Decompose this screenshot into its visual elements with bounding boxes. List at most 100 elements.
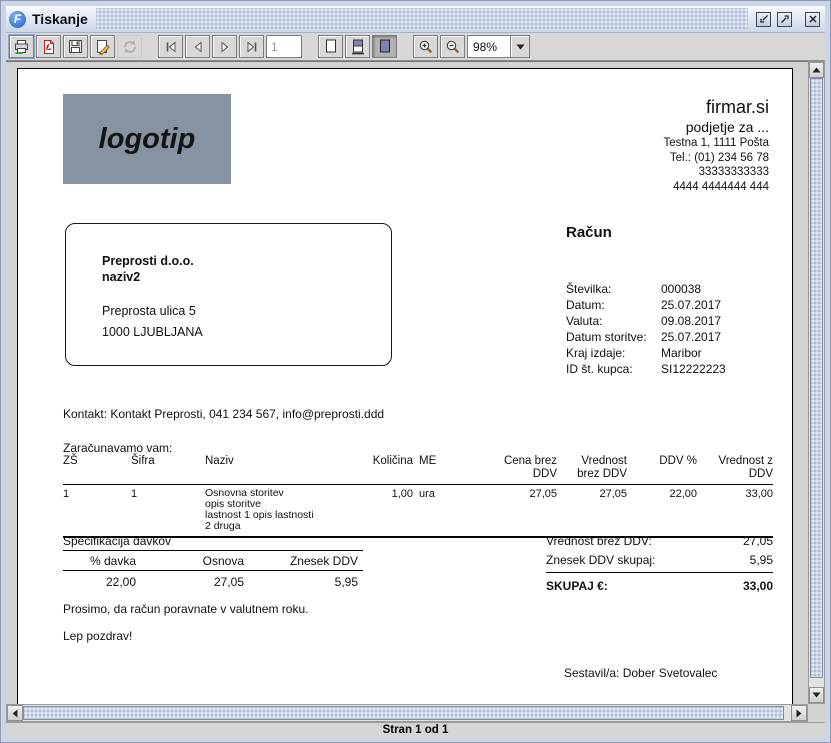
- next-page-icon: [221, 40, 228, 53]
- zoom-level-combo[interactable]: 98%: [467, 35, 530, 58]
- total-value: 5,95: [749, 553, 773, 567]
- meta-label: Kraj izdaje:: [566, 346, 626, 360]
- refresh-icon: [123, 40, 136, 53]
- col-header: Količina: [372, 455, 413, 467]
- titlebar-texture: [95, 8, 748, 30]
- first-page-button[interactable]: [158, 35, 183, 58]
- grand-total-value: 33,00: [742, 579, 773, 593]
- document-title: Račun: [566, 224, 612, 241]
- save-button[interactable]: [63, 35, 88, 58]
- window-title: Tiskanje: [32, 11, 88, 27]
- previous-page-icon: [194, 40, 201, 53]
- titlebar[interactable]: F Tiskanje: [6, 6, 825, 32]
- scroll-up-button[interactable]: [809, 62, 824, 78]
- greeting-note: Lep pozdrav!: [63, 629, 133, 643]
- minimize-button[interactable]: [756, 11, 771, 27]
- next-page-button[interactable]: [212, 35, 237, 58]
- page-width-view-icon: [351, 39, 364, 55]
- zoom-out-button[interactable]: [440, 35, 465, 58]
- invoice-page: logotip firmar.si podjetje za ... Testna…: [17, 68, 793, 704]
- refresh-button: [117, 35, 142, 58]
- cell-kolicina: 1,00: [391, 488, 413, 500]
- page-width-view-button[interactable]: [345, 35, 370, 58]
- cell-me: ura: [419, 488, 435, 500]
- composer-line: Sestavil/a: Dober Svetovalec: [564, 666, 718, 680]
- printer-icon: [15, 39, 28, 54]
- first-page-icon: [166, 40, 175, 53]
- arrow-right-icon: [796, 709, 802, 717]
- dropdown-arrow-icon: [516, 44, 524, 49]
- col-header: DDV %: [659, 455, 697, 467]
- col-header: Vrednost z DDV: [718, 455, 773, 480]
- totals-block: Vrednost brez DDV: 27,05 Znesek DDV skup…: [546, 531, 773, 595]
- total-label: Vrednost brez DDV:: [546, 534, 652, 548]
- export-pdf-icon: [43, 39, 54, 54]
- col-header: Cena brez DDV: [503, 455, 557, 480]
- recipient-name: Preprosti d.o.o.: [102, 254, 194, 268]
- scroll-left-button[interactable]: [7, 705, 23, 721]
- col-header: Znesek DDV: [289, 554, 358, 568]
- close-button[interactable]: [805, 11, 820, 27]
- zoom-in-button[interactable]: [413, 35, 438, 58]
- edit-report-button[interactable]: [90, 35, 115, 58]
- edit-report-icon: [96, 39, 110, 55]
- close-icon: [808, 15, 817, 23]
- blank-page-view-button[interactable]: [318, 35, 343, 58]
- last-page-icon: [247, 40, 256, 53]
- cell-cena-brez-ddv: 27,05: [529, 488, 557, 500]
- tax-specification-row: 22,00 27,05 5,95: [63, 571, 363, 589]
- cell-ddv-odstotek: 22,00: [669, 488, 697, 500]
- page-number-input[interactable]: [266, 35, 302, 58]
- meta-value: Maribor: [661, 346, 702, 360]
- horizontal-scrollbar[interactable]: [6, 704, 808, 722]
- scroll-down-button[interactable]: [809, 687, 824, 703]
- status-bar: Stran 1 od 1: [6, 722, 825, 737]
- contact-line: Kontakt: Kontakt Preprosti, 041 234 567,…: [63, 407, 385, 421]
- blank-page-view-icon: [325, 39, 336, 53]
- print-button[interactable]: [9, 35, 34, 58]
- last-page-button[interactable]: [239, 35, 264, 58]
- previous-page-button[interactable]: [185, 35, 210, 58]
- horizontal-scroll-thumb[interactable]: [23, 706, 784, 720]
- zoom-out-icon: [446, 40, 459, 53]
- cell-zs: 1: [63, 488, 70, 500]
- maximize-button[interactable]: [777, 11, 792, 27]
- payment-note: Prosimo, da račun poravnate v valutnem r…: [63, 602, 309, 616]
- cell-osnova: 27,05: [213, 575, 244, 589]
- vertical-scrollbar[interactable]: [808, 61, 825, 704]
- save-icon: [69, 40, 82, 53]
- meta-label: Številka:: [566, 282, 612, 296]
- arrow-left-icon: [12, 709, 18, 717]
- tax-specification: Specifikacija davkov % davka Osnova Znes…: [63, 534, 363, 589]
- intro-line: Zaračunavamo vam:: [63, 441, 173, 455]
- zoom-dropdown-button[interactable]: [511, 35, 530, 58]
- issuer-name: firmar.si: [706, 97, 769, 117]
- meta-label: Datum storitve:: [566, 330, 647, 344]
- vertical-scroll-thumb[interactable]: [810, 78, 823, 678]
- export-pdf-button[interactable]: [36, 35, 61, 58]
- total-row: Vrednost brez DDV: 27,05: [546, 531, 773, 550]
- items-table: ZŠ Šifra Naziv Količina ME Cena brez DDV…: [63, 455, 773, 538]
- issuer-line6: 4444 4444444 444: [673, 180, 769, 193]
- app-icon: F: [9, 10, 26, 28]
- items-table-row: 1 1 Osnovna storitev opis storitve lastn…: [63, 485, 773, 538]
- meta-value: 09.08.2017: [661, 314, 722, 328]
- cell-naziv: Osnovna storitev opis storitve lastnost …: [205, 487, 314, 532]
- whole-page-view-button[interactable]: [372, 35, 397, 58]
- recipient-name2: naziv2: [102, 270, 141, 284]
- scroll-right-button[interactable]: [791, 705, 807, 721]
- invoice-meta: Številka: 000038 Datum: 25.07.2017 Valuta:…: [566, 281, 726, 377]
- recipient-street: Preprosta ulica 5: [102, 304, 196, 318]
- meta-value: 25.07.2017: [661, 298, 722, 312]
- items-table-header: ZŠ Šifra Naziv Količina ME Cena brez DDV…: [63, 455, 773, 485]
- issuer-address: Testna 1, 1111 Pošta: [663, 137, 770, 149]
- cell-sifra: 1: [131, 488, 138, 500]
- status-text: Stran 1 od 1: [382, 724, 449, 736]
- total-label: Znesek DDV skupaj:: [546, 553, 656, 567]
- zoom-level-value[interactable]: 98%: [467, 35, 511, 58]
- col-header: Osnova: [202, 554, 244, 568]
- col-header: % davka: [89, 554, 136, 568]
- toolbar: 98%: [6, 32, 825, 61]
- issuer-phone: Tel.: (01) 234 56 78: [669, 151, 769, 164]
